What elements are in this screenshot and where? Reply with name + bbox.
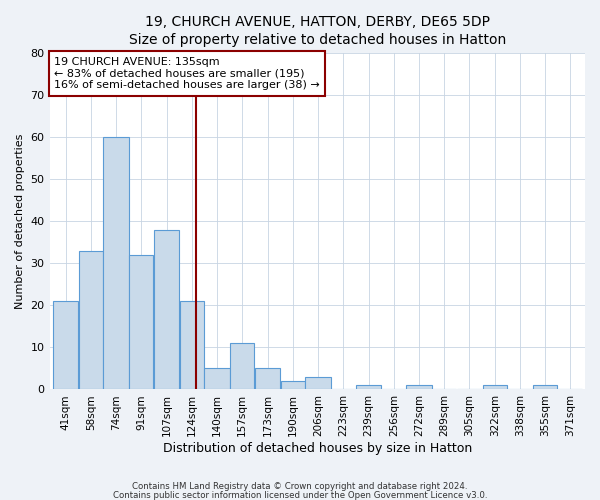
Bar: [533, 385, 557, 390]
Text: Contains HM Land Registry data © Crown copyright and database right 2024.: Contains HM Land Registry data © Crown c…: [132, 482, 468, 491]
X-axis label: Distribution of detached houses by size in Hatton: Distribution of detached houses by size …: [163, 442, 472, 455]
Title: 19, CHURCH AVENUE, HATTON, DERBY, DE65 5DP
Size of property relative to detached: 19, CHURCH AVENUE, HATTON, DERBY, DE65 5…: [128, 15, 506, 48]
Text: 19 CHURCH AVENUE: 135sqm
← 83% of detached houses are smaller (195)
16% of semi-: 19 CHURCH AVENUE: 135sqm ← 83% of detach…: [54, 57, 320, 90]
Bar: [483, 385, 507, 390]
Bar: [53, 301, 79, 390]
Bar: [154, 230, 179, 390]
Bar: [79, 250, 103, 390]
Bar: [356, 385, 381, 390]
Bar: [130, 255, 154, 390]
Bar: [103, 137, 129, 390]
Bar: [230, 343, 254, 390]
Bar: [180, 301, 204, 390]
Y-axis label: Number of detached properties: Number of detached properties: [15, 134, 25, 309]
Bar: [305, 377, 331, 390]
Text: Contains public sector information licensed under the Open Government Licence v3: Contains public sector information licen…: [113, 491, 487, 500]
Bar: [205, 368, 230, 390]
Bar: [255, 368, 280, 390]
Bar: [281, 381, 305, 390]
Bar: [406, 385, 432, 390]
